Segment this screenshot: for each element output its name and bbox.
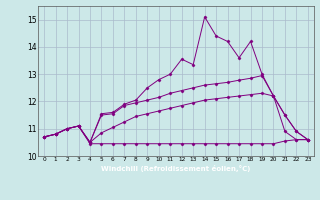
X-axis label: Windchill (Refroidissement éolien,°C): Windchill (Refroidissement éolien,°C) xyxy=(101,165,251,172)
